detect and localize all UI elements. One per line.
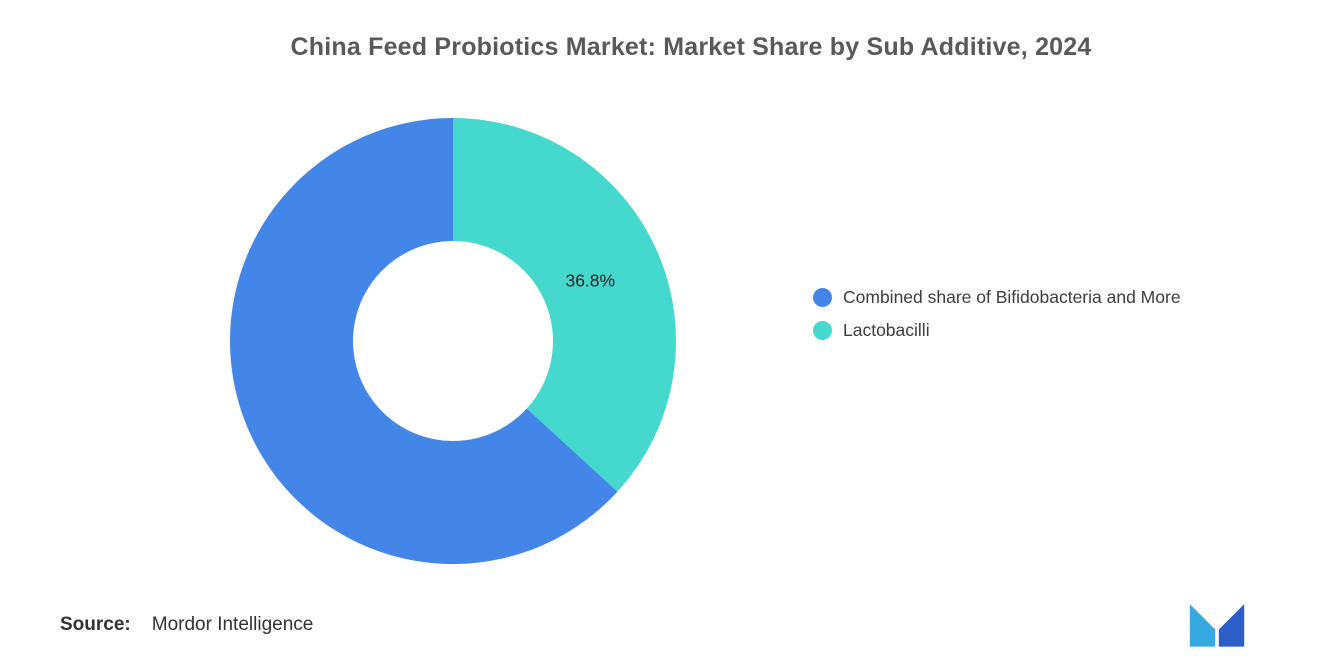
legend-swatch [813,287,832,307]
mordor-intelligence-logo [1189,604,1245,647]
source-value: Mordor Intelligence [151,614,314,635]
logo-left-shape [1189,604,1216,647]
source-line: Source: Mordor Intelligence [60,614,313,636]
legend-swatch [813,320,832,340]
legend-item: Lactobacilli [813,317,1181,343]
legend-label: Lactobacilli [843,319,930,340]
chart-title: China Feed Probiotics Market: Market Sha… [290,33,1092,61]
legend-label: Combined share of Bifidobacteria and Mor… [843,286,1181,307]
donut-segment-1 [230,118,618,564]
source-label: Source: [60,614,131,635]
logo-right-shape [1218,604,1245,647]
donut-data-label: 36.8% [565,271,615,291]
legend-item: Combined share of Bifidobacteria and Mor… [813,284,1181,310]
donut-chart: 36.8% [230,118,676,564]
chart-legend: Combined share of Bifidobacteria and Mor… [813,284,1181,343]
donut-segment-0 [453,118,676,492]
